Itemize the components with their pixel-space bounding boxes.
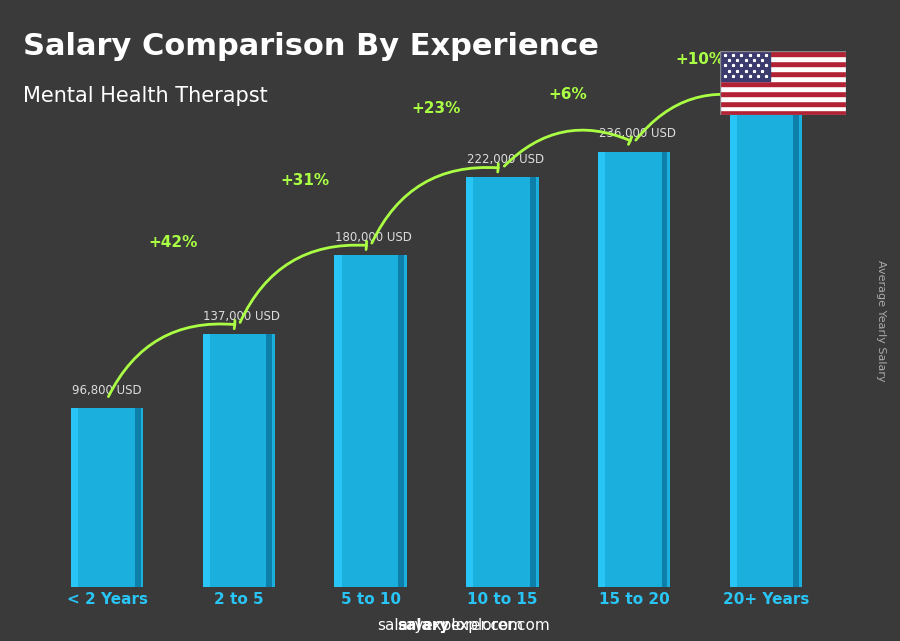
Text: +31%: +31% [280, 173, 329, 188]
Bar [398, 255, 404, 587]
Text: 258,000 USD: 258,000 USD [730, 87, 807, 100]
Bar [720, 66, 846, 71]
Bar [793, 111, 799, 587]
Text: +42%: +42% [148, 235, 198, 250]
Text: Average Yearly Salary: Average Yearly Salary [877, 260, 886, 381]
Bar [720, 61, 846, 66]
Bar [720, 71, 846, 76]
Bar [720, 51, 770, 81]
Text: +23%: +23% [412, 101, 461, 116]
Bar [466, 178, 473, 587]
Text: Salary Comparison By Experience: Salary Comparison By Experience [23, 32, 599, 61]
Bar [720, 101, 846, 106]
Text: 222,000 USD: 222,000 USD [467, 153, 544, 166]
Bar [466, 178, 538, 587]
Bar [266, 334, 272, 587]
Bar [720, 86, 846, 91]
Bar [720, 91, 846, 96]
Text: +10%: +10% [675, 52, 724, 67]
Bar [662, 151, 668, 587]
Text: explorer.com: explorer.com [450, 619, 550, 633]
Bar [202, 334, 275, 587]
Bar [71, 408, 78, 587]
Text: salaryexplorer.com: salaryexplorer.com [377, 619, 523, 633]
Bar [598, 151, 605, 587]
Bar [335, 255, 407, 587]
Text: 236,000 USD: 236,000 USD [598, 128, 676, 140]
Bar [720, 81, 846, 86]
Bar [135, 408, 140, 587]
Bar [335, 255, 342, 587]
Text: +6%: +6% [549, 87, 588, 102]
Text: 96,800 USD: 96,800 USD [72, 384, 141, 397]
Bar [71, 408, 143, 587]
Text: Mental Health Therapst: Mental Health Therapst [23, 87, 268, 106]
Text: salary: salary [398, 619, 450, 633]
Text: 137,000 USD: 137,000 USD [203, 310, 281, 323]
Bar [202, 334, 210, 587]
Bar [730, 111, 802, 587]
Bar [720, 110, 846, 115]
Bar [730, 111, 737, 587]
Bar [720, 56, 846, 61]
Bar [720, 51, 846, 56]
Bar [720, 96, 846, 101]
Text: 180,000 USD: 180,000 USD [335, 231, 412, 244]
Bar [530, 178, 536, 587]
Bar [720, 106, 846, 110]
Bar [720, 76, 846, 81]
Bar [598, 151, 670, 587]
